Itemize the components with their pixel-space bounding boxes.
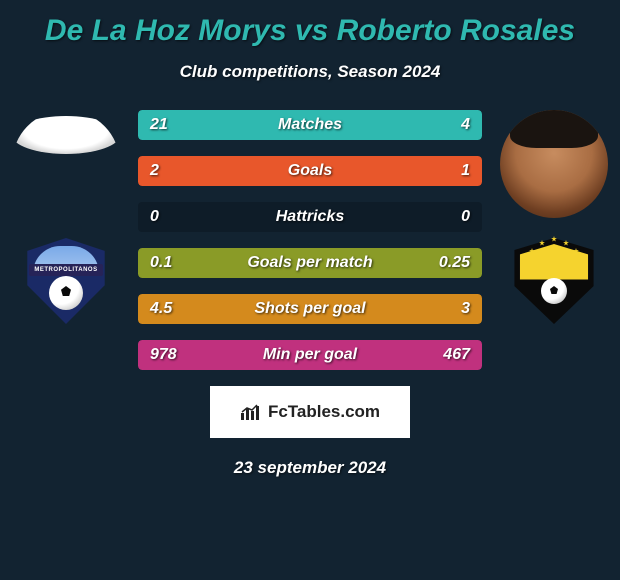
page-title: De La Hoz Morys vs Roberto Rosales — [0, 0, 620, 48]
stat-label: Goals per match — [138, 254, 482, 272]
right-player-avatar — [500, 110, 608, 218]
stat-row: 978467Min per goal — [138, 340, 482, 370]
stat-label: Min per goal — [138, 346, 482, 364]
stat-row: 00Hattricks — [138, 202, 482, 232]
infographic-date: 23 september 2024 — [0, 458, 620, 478]
comparison-content: METROPOLITANOS 214Matches 21Goals 00Hattri… — [0, 110, 620, 370]
chart-icon — [240, 403, 262, 421]
stat-row: 214Matches — [138, 110, 482, 140]
stat-row: 0.10.25Goals per match — [138, 248, 482, 278]
stat-label: Shots per goal — [138, 300, 482, 318]
watermark-text: FcTables.com — [268, 402, 380, 422]
stat-label: Hattricks — [138, 208, 482, 226]
left-club-badge: METROPOLITANOS — [23, 238, 109, 324]
right-club-badge — [511, 238, 597, 324]
right-player-column — [494, 110, 614, 324]
left-player-avatar — [12, 110, 120, 218]
subtitle: Club competitions, Season 2024 — [0, 62, 620, 82]
left-player-column: METROPOLITANOS — [6, 110, 126, 324]
watermark-badge: FcTables.com — [210, 386, 410, 438]
stat-row: 4.53Shots per goal — [138, 294, 482, 324]
stat-row: 21Goals — [138, 156, 482, 186]
stat-bars-container: 214Matches 21Goals 00Hattricks 0.10.25Goals… — [138, 110, 482, 370]
stat-label: Matches — [138, 116, 482, 134]
stat-label: Goals — [138, 162, 482, 180]
